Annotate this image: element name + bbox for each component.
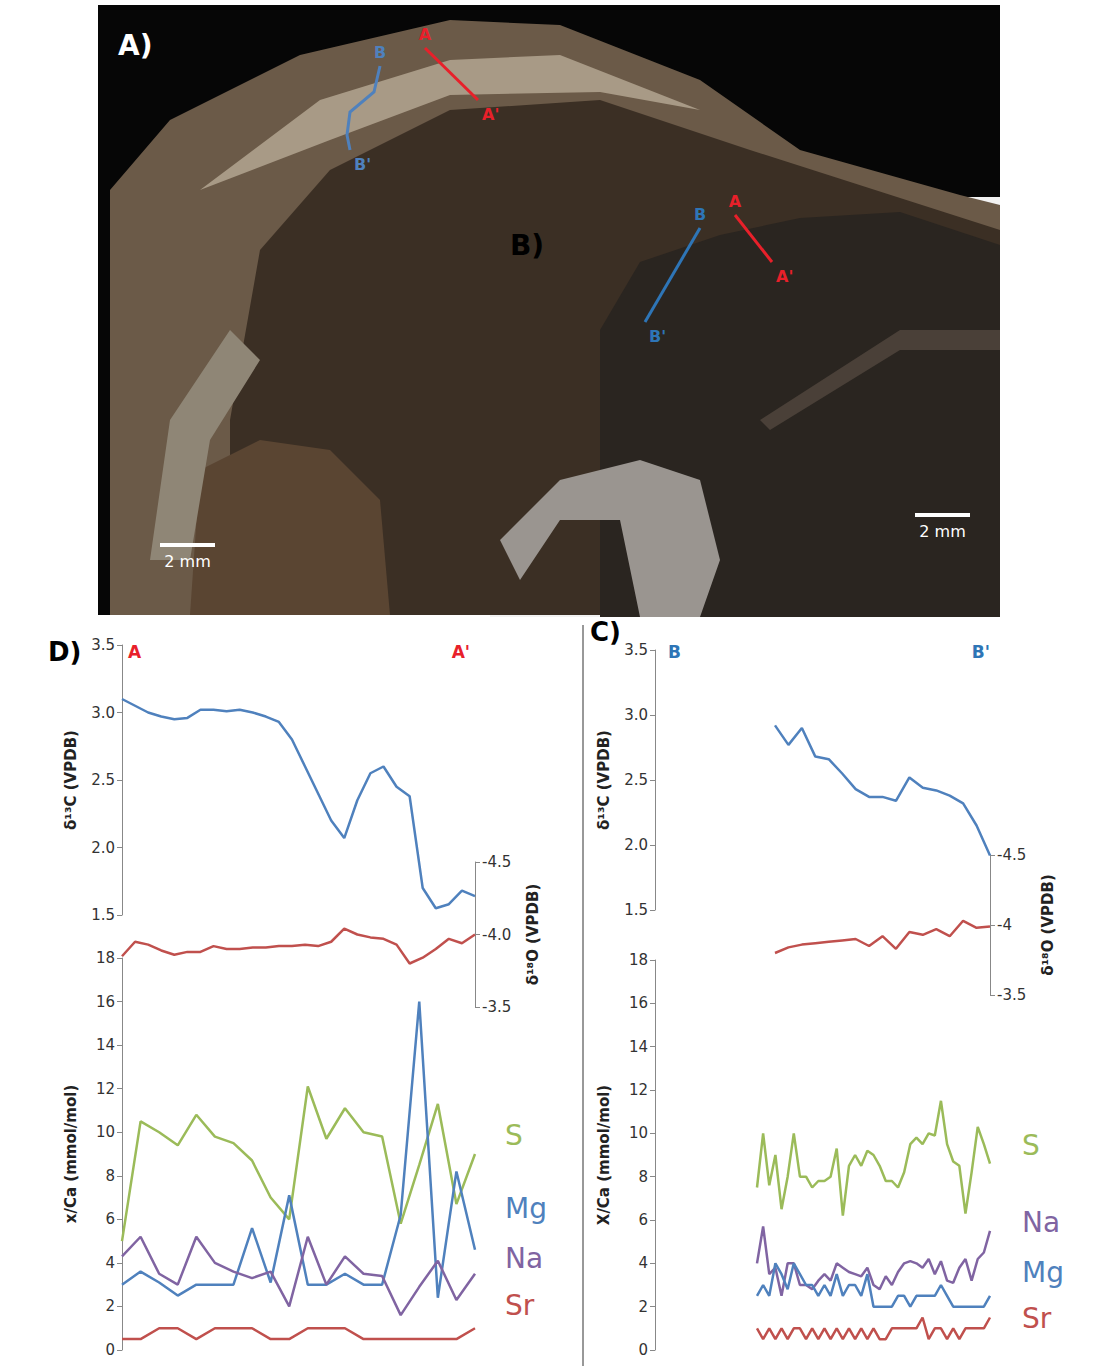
svg-text:16: 16	[96, 993, 115, 1011]
svg-text:1.5: 1.5	[624, 901, 648, 919]
svg-text:2 mm: 2 mm	[164, 552, 210, 571]
svg-text:16: 16	[629, 994, 648, 1012]
svg-text:Sr: Sr	[1022, 1302, 1052, 1335]
svg-text:Sr: Sr	[505, 1289, 535, 1322]
svg-text:10: 10	[629, 1124, 648, 1142]
svg-text:10: 10	[96, 1123, 115, 1141]
svg-text:A': A'	[452, 642, 470, 662]
svg-text:B': B'	[649, 327, 666, 346]
svg-text:0: 0	[105, 1341, 115, 1359]
svg-text:B: B	[374, 43, 386, 62]
svg-text:-3.5: -3.5	[482, 998, 511, 1016]
svg-text:-4.0: -4.0	[482, 926, 511, 944]
svg-text:X/Ca (mmol/mol): X/Ca (mmol/mol)	[595, 1085, 613, 1225]
svg-text:x/Ca (mmol/mol): x/Ca (mmol/mol)	[62, 1085, 80, 1223]
svg-text:3.0: 3.0	[624, 706, 648, 724]
svg-text:-4.5: -4.5	[997, 846, 1026, 864]
svg-text:B': B'	[354, 155, 371, 174]
svg-text:A): A)	[118, 29, 152, 62]
svg-text:δ¹³C (VPDB): δ¹³C (VPDB)	[595, 730, 613, 830]
svg-text:A: A	[729, 192, 742, 211]
svg-text:8: 8	[105, 1167, 115, 1185]
svg-text:2 mm: 2 mm	[919, 522, 965, 541]
svg-text:1.5: 1.5	[91, 906, 115, 924]
svg-text:12: 12	[96, 1080, 115, 1098]
svg-text:D): D)	[48, 637, 81, 667]
svg-text:A: A	[419, 25, 432, 44]
svg-text:3.0: 3.0	[91, 704, 115, 722]
svg-text:S: S	[505, 1119, 523, 1152]
svg-text:18: 18	[629, 951, 648, 969]
svg-text:4: 4	[105, 1254, 115, 1272]
svg-text:A': A'	[482, 105, 499, 124]
svg-text:Mg: Mg	[505, 1192, 547, 1225]
svg-text:2: 2	[105, 1297, 115, 1315]
svg-text:6: 6	[105, 1210, 115, 1228]
svg-text:8: 8	[638, 1168, 648, 1186]
svg-text:δ¹⁸O (VPDB): δ¹⁸O (VPDB)	[1039, 874, 1057, 976]
svg-text:2.0: 2.0	[624, 836, 648, 854]
svg-text:3.5: 3.5	[624, 641, 648, 659]
svg-text:Mg: Mg	[1022, 1256, 1064, 1289]
svg-text:B': B'	[972, 642, 990, 662]
svg-text:2.5: 2.5	[91, 771, 115, 789]
svg-text:6: 6	[638, 1211, 648, 1229]
svg-text:-3.5: -3.5	[997, 986, 1026, 1004]
svg-text:A': A'	[776, 267, 793, 286]
svg-text:δ¹⁸O (VPDB): δ¹⁸O (VPDB)	[524, 884, 542, 986]
svg-text:18: 18	[96, 949, 115, 967]
svg-text:12: 12	[629, 1081, 648, 1099]
svg-text:B: B	[668, 642, 681, 662]
svg-text:-4: -4	[997, 916, 1012, 934]
svg-text:14: 14	[629, 1038, 648, 1056]
svg-text:A: A	[128, 642, 142, 662]
svg-text:-4.5: -4.5	[482, 853, 511, 871]
svg-text:C): C)	[590, 617, 621, 647]
svg-text:2.0: 2.0	[91, 839, 115, 857]
svg-text:14: 14	[96, 1036, 115, 1054]
svg-text:B: B	[694, 205, 706, 224]
svg-text:S: S	[1022, 1129, 1040, 1162]
svg-text:0: 0	[638, 1341, 648, 1359]
svg-text:3.5: 3.5	[91, 636, 115, 654]
svg-text:2.5: 2.5	[624, 771, 648, 789]
svg-text:δ¹³C (VPDB): δ¹³C (VPDB)	[62, 730, 80, 830]
svg-text:Na: Na	[1022, 1206, 1060, 1239]
svg-text:B): B)	[510, 229, 544, 262]
svg-text:2: 2	[638, 1298, 648, 1316]
svg-text:4: 4	[638, 1254, 648, 1272]
svg-text:Na: Na	[505, 1242, 543, 1275]
